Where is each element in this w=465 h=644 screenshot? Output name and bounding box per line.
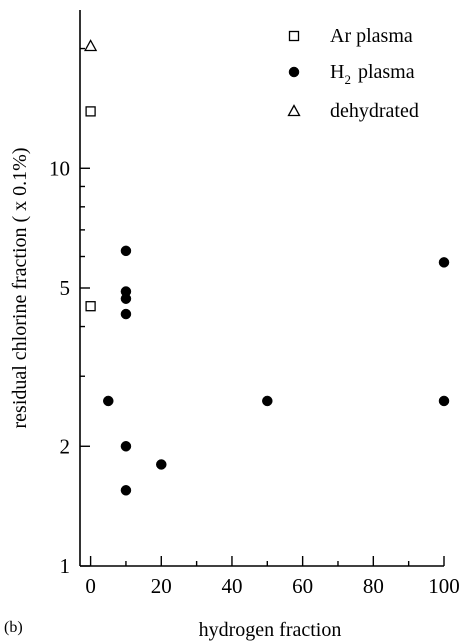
data-point (84, 39, 98, 52)
legend: Ar plasma H2 plasma dehydrated (287, 25, 419, 122)
data-point (120, 485, 132, 496)
legend-label: Ar plasma (330, 25, 413, 47)
data-point (120, 441, 132, 452)
data-point (120, 308, 132, 320)
data-points (84, 39, 450, 496)
x-tick-label: 0 (85, 574, 96, 598)
data-point (262, 395, 273, 407)
x-tick-label: 60 (292, 574, 313, 598)
y-tick-label: 10 (49, 156, 70, 180)
data-point (120, 245, 132, 257)
data-point (156, 459, 167, 470)
data-point (103, 395, 114, 407)
axes (79, 10, 444, 567)
legend-marker (288, 30, 300, 42)
data-point (120, 293, 132, 304)
x-tick-label: 100 (428, 574, 460, 598)
data-point (438, 257, 450, 268)
data-point (438, 395, 450, 407)
legend-marker (288, 66, 300, 78)
x-tick-label: 20 (151, 574, 172, 598)
panel-label: (b) (4, 619, 23, 636)
y-tick-label: 2 (60, 434, 71, 458)
data-point (85, 106, 96, 117)
legend-label: H2 plasma (330, 61, 415, 87)
legend-marker (287, 104, 301, 117)
legend-label: dehydrated (330, 100, 419, 122)
x-tick-label: 40 (221, 574, 242, 598)
y-axis-title: residual chlorine fraction ( x 0.1%) (9, 147, 31, 428)
y-tick-label: 1 (60, 554, 71, 578)
y-tick-label: 5 (60, 276, 71, 300)
x-axis-title: hydrogen fraction (199, 619, 342, 641)
x-tick-label: 80 (363, 574, 384, 598)
ticks: 0 20 40 60 80 100 1 2 5 10 (49, 47, 460, 598)
data-point (85, 301, 96, 312)
